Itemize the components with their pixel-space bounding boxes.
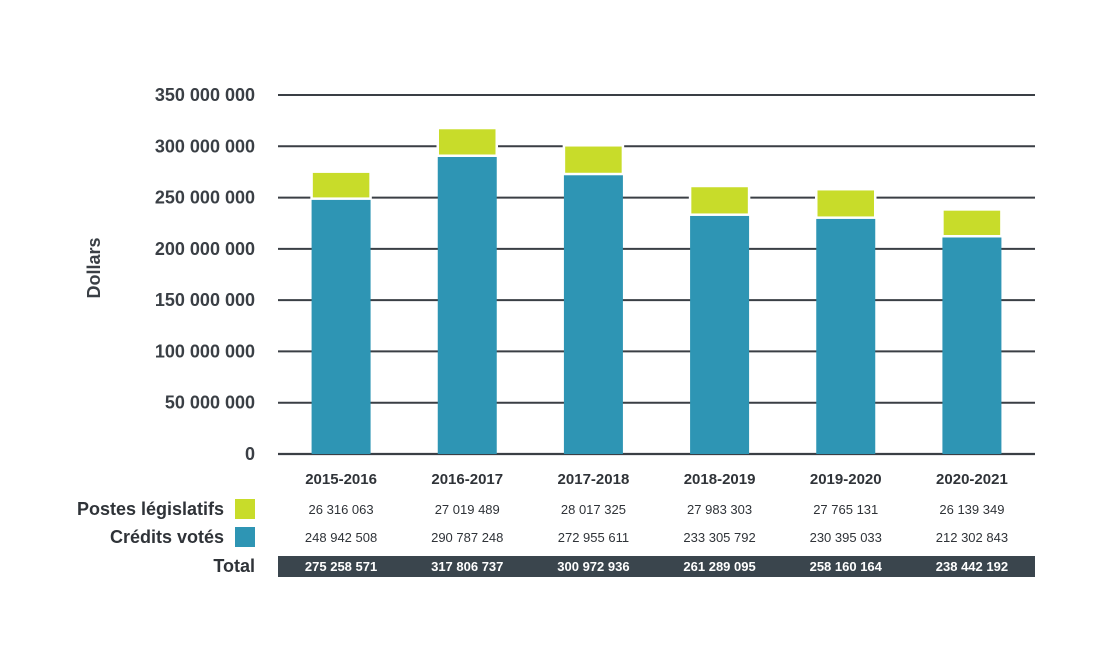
y-tick-label: 300 000 000: [155, 136, 255, 156]
total-cell: 261 289 095: [683, 559, 755, 574]
bar-credits-votes: [942, 236, 1002, 454]
y-tick-label: 0: [245, 444, 255, 464]
y-tick-label: 350 000 000: [155, 85, 255, 105]
bar-credits-votes: [311, 198, 371, 454]
total-cell: 317 806 737: [431, 559, 503, 574]
legend-swatch: [235, 527, 255, 547]
bar-credits-votes: [563, 174, 623, 455]
table-cell: 28 017 325: [561, 502, 626, 517]
bars: [310, 126, 1003, 455]
total-row-background: [278, 556, 1035, 577]
table-cell: 230 395 033: [810, 530, 882, 545]
x-tick-label: 2020-2021: [936, 471, 1008, 488]
table-cell: 27 983 303: [687, 502, 752, 517]
table-row-label: Crédits votés: [110, 527, 224, 547]
y-tick-label: 100 000 000: [155, 341, 255, 361]
y-tick-label: 200 000 000: [155, 239, 255, 259]
bar-credits-votes: [690, 214, 750, 454]
table-cell: 26 139 349: [939, 502, 1004, 517]
bar-postes-legislatifs: [688, 184, 751, 216]
table-cell: 212 302 843: [936, 530, 1008, 545]
bar-postes-legislatifs: [562, 144, 625, 176]
gridlines: [278, 94, 1035, 456]
total-cell: 300 972 936: [557, 559, 629, 574]
table-cell: 248 942 508: [305, 530, 377, 545]
total-cell: 238 442 192: [936, 559, 1008, 574]
y-tick-label: 150 000 000: [155, 290, 255, 310]
x-tick-label: 2018-2019: [684, 471, 756, 488]
bar-credits-votes: [816, 217, 876, 454]
table-cell: 27 019 489: [435, 502, 500, 517]
table-row-label: Total: [213, 556, 255, 576]
y-axis-label: Dollars: [84, 237, 104, 298]
x-tick-label: 2017-2018: [558, 471, 630, 488]
axes: 0 50 000 000 100 000 000 150 000 000 200 000…: [155, 85, 1008, 488]
table-cell: 27 765 131: [813, 502, 878, 517]
table-cell: 290 787 248: [431, 530, 503, 545]
bar-postes-legislatifs: [815, 187, 877, 219]
table-cell: 233 305 792: [683, 530, 755, 545]
total-cell: 258 160 164: [810, 559, 883, 574]
table-row-label: Postes législatifs: [77, 499, 224, 519]
bar-postes-legislatifs: [436, 126, 498, 157]
x-tick-label: 2019-2020: [810, 471, 882, 488]
bar-postes-legislatifs: [310, 170, 372, 200]
table-cell: 26 316 063: [309, 502, 374, 517]
bar-credits-votes: [437, 155, 497, 455]
y-tick-label: 250 000 000: [155, 188, 255, 208]
x-tick-label: 2016-2017: [431, 471, 503, 488]
y-tick-label: 50 000 000: [165, 393, 255, 413]
bar-postes-legislatifs: [941, 208, 1003, 238]
total-cell: 275 258 571: [305, 559, 377, 574]
data-table: Postes législatifs 26 316 063 27 019 489 28…: [77, 499, 1035, 577]
x-tick-label: 2015-2016: [305, 471, 377, 488]
table-cell: 272 955 611: [558, 530, 629, 545]
legend-swatch: [235, 499, 255, 519]
